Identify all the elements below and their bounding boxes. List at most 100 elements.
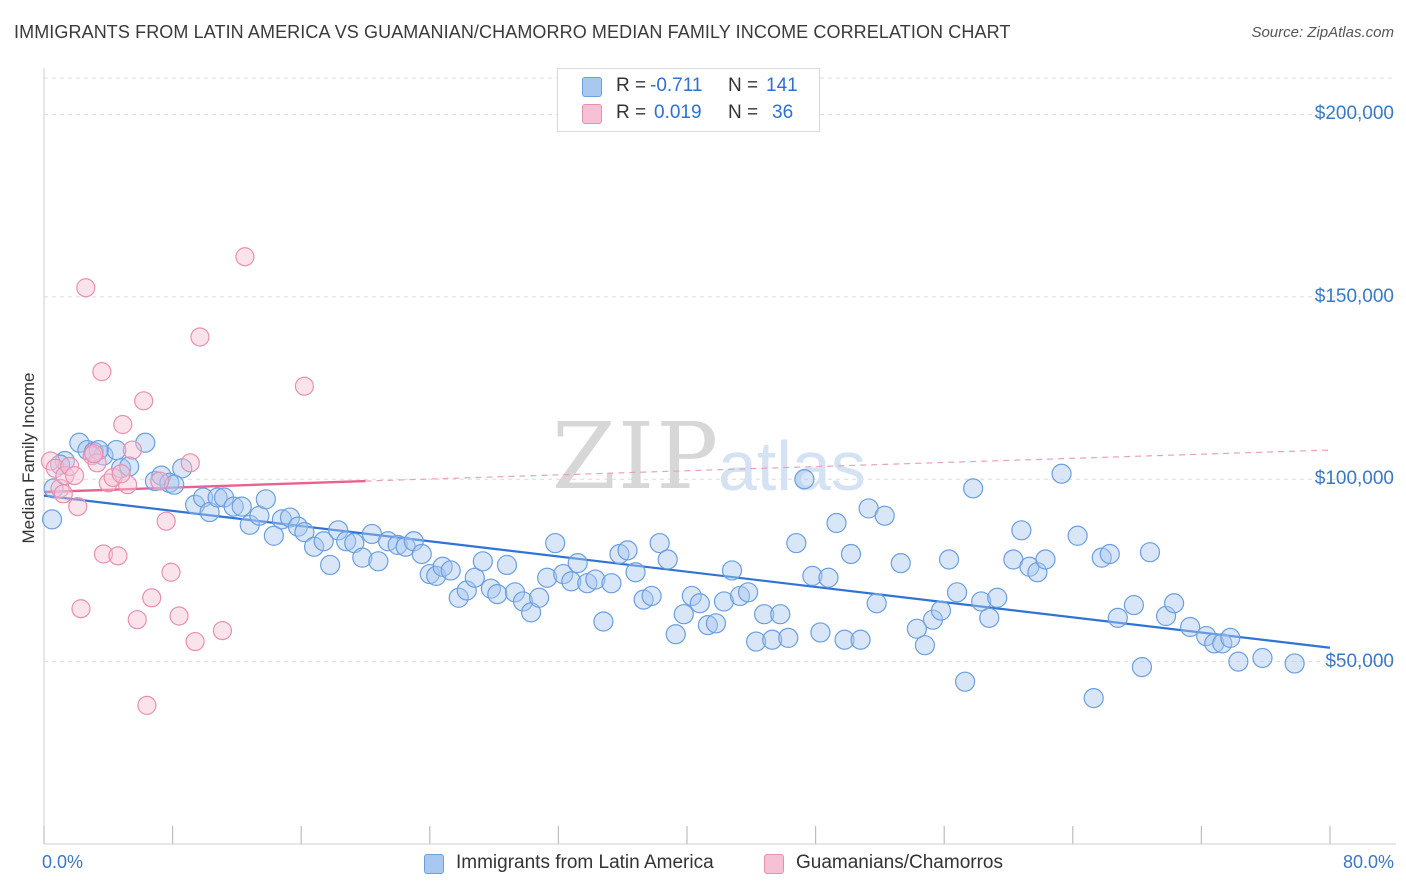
point-latin-america [802, 565, 823, 587]
point-latin-america [890, 553, 911, 574]
point-guamanian [156, 511, 176, 531]
point-latin-america [567, 553, 588, 574]
point-latin-america [553, 563, 574, 585]
point-guamanian [64, 465, 85, 486]
point-latin-america [778, 627, 799, 649]
point-latin-america [850, 629, 871, 650]
stats-swatch-guamanian [582, 104, 602, 124]
x-tick-label: 80.0% [1342, 852, 1394, 872]
point-guamanian [71, 599, 91, 619]
point-latin-america [826, 512, 847, 534]
point-latin-america [255, 489, 276, 510]
point-latin-america [665, 624, 686, 645]
point-latin-america [649, 532, 670, 554]
point-latin-america [762, 629, 783, 650]
point-latin-america [834, 629, 855, 650]
point-latin-america [1051, 463, 1072, 484]
point-latin-america [681, 585, 702, 607]
point-latin-america [387, 534, 408, 555]
point-latin-america [585, 569, 606, 590]
point-latin-america [1107, 607, 1128, 628]
point-latin-america [1284, 653, 1305, 674]
point-latin-america [448, 587, 469, 608]
point-latin-america [496, 554, 518, 576]
y-tick-label: $200,000 [1314, 103, 1394, 125]
point-guamanian [212, 621, 233, 641]
point-latin-america [601, 573, 622, 594]
stats-n-value: 141 [766, 75, 798, 96]
stats-n-label: N = [728, 102, 759, 123]
point-guamanian [117, 475, 138, 495]
source-label: Source: ZipAtlas.com [1251, 24, 1394, 41]
point-latin-america [263, 525, 284, 546]
point-guamanian [161, 562, 181, 582]
point-guamanian [127, 610, 147, 630]
x-tick-label: 0.0% [42, 852, 84, 872]
stats-r-value: -0.711 [650, 75, 703, 96]
point-guamanian [84, 444, 104, 464]
point-guamanian [294, 376, 315, 396]
point-latin-america [641, 585, 662, 607]
point-guamanian [169, 606, 189, 626]
point-latin-america [874, 505, 895, 526]
point-latin-america [721, 560, 743, 581]
point-latin-america [537, 567, 558, 588]
point-latin-america [1220, 627, 1241, 649]
point-latin-america [464, 567, 485, 588]
point-latin-america [545, 532, 566, 554]
axes [43, 68, 1396, 845]
point-latin-america [866, 593, 887, 614]
legend-label: Guamanians/Chamorros [796, 852, 1003, 873]
point-latin-america [1027, 562, 1048, 583]
trend-line-guamanian-extension [365, 449, 1331, 482]
stats-n-value: 36 [772, 102, 794, 123]
point-latin-america [1155, 605, 1177, 627]
y-tick-label: $100,000 [1314, 468, 1394, 490]
y-axis-label: Median Family Income [19, 372, 38, 544]
point-latin-america [480, 578, 501, 599]
point-latin-america [561, 571, 582, 592]
point-guamanian [180, 453, 200, 473]
point-latin-america [411, 543, 432, 565]
point-latin-america [1131, 656, 1153, 678]
point-latin-america [1035, 549, 1056, 570]
stats-swatch-latin-america [582, 77, 602, 97]
point-latin-america [223, 496, 244, 517]
point-guamanian [45, 458, 65, 478]
y-tick-label: $50,000 [1325, 650, 1394, 672]
point-latin-america [328, 520, 349, 541]
point-latin-america [1139, 542, 1161, 563]
point-latin-america [49, 454, 71, 475]
point-latin-america [41, 509, 63, 530]
point-latin-america [303, 536, 325, 557]
point-latin-america [737, 582, 759, 603]
point-latin-america [794, 469, 815, 490]
point-latin-america [403, 531, 424, 552]
point-latin-america [352, 547, 373, 568]
watermark-zip: ZIP [552, 403, 720, 510]
point-latin-america [336, 531, 357, 552]
point-latin-america [164, 474, 185, 495]
point-latin-america [705, 613, 727, 634]
point-latin-america [971, 591, 992, 612]
point-latin-america [368, 551, 389, 572]
point-latin-america [593, 611, 614, 632]
point-latin-america [440, 560, 461, 581]
point-latin-america [746, 631, 767, 652]
point-guamanian [113, 414, 133, 435]
point-latin-america [1163, 593, 1185, 614]
point-latin-america [673, 604, 694, 625]
point-guamanian [53, 484, 73, 504]
point-guamanian [60, 456, 80, 477]
point-guamanian [134, 391, 154, 411]
point-latin-america [914, 635, 936, 656]
point-latin-america [472, 551, 493, 572]
point-latin-america [625, 562, 646, 583]
point-latin-america [144, 470, 166, 492]
point-latin-america [320, 554, 341, 576]
point-latin-america [1011, 520, 1032, 541]
y-tick-label: $150,000 [1314, 285, 1394, 307]
point-latin-america [689, 593, 710, 614]
